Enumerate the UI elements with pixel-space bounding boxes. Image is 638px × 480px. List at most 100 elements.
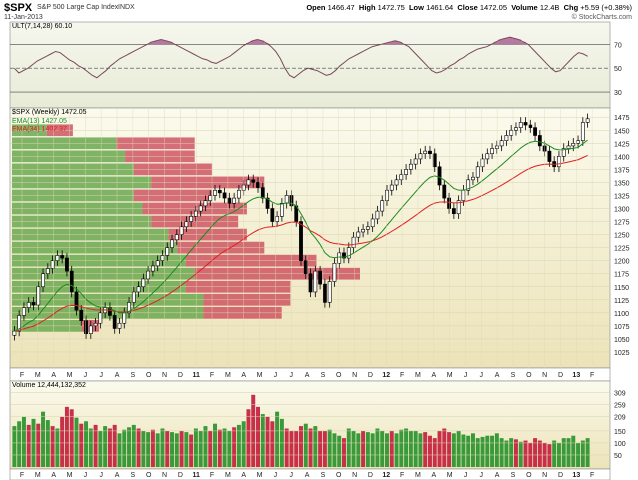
x-tick-label: J [274, 372, 278, 379]
volume-bar [222, 428, 227, 467]
x-tick-label: S [131, 372, 136, 379]
candle-body [322, 283, 327, 303]
x-tick-label: F [590, 372, 594, 379]
candle-body [394, 179, 399, 186]
open-label: Open [306, 3, 326, 12]
volume-bar [146, 432, 151, 467]
x-tick-label-bottom: M [225, 472, 231, 479]
candle-body [227, 197, 232, 204]
candle-body [547, 150, 552, 162]
x-tick-label: O [336, 372, 342, 379]
x-tick-label-bottom: A [115, 472, 120, 479]
candle-body [26, 302, 31, 308]
candle-body [437, 166, 442, 186]
candle-body [418, 153, 423, 160]
x-tick-label: O [526, 372, 532, 379]
candle-body [332, 262, 337, 282]
volume-bar [17, 421, 22, 467]
volume-bar [533, 438, 538, 467]
candle-body [528, 124, 533, 128]
candle-body [303, 260, 308, 275]
volume-bar [69, 409, 74, 467]
candle-body [571, 142, 576, 147]
volume-bar [155, 433, 160, 467]
candle-body [361, 229, 365, 233]
candle-body [217, 189, 222, 194]
volume-bar [375, 428, 380, 467]
x-tick-label-bottom: O [336, 472, 342, 479]
candle-body [451, 208, 456, 215]
volume-bar [518, 441, 523, 467]
volume-bar [160, 428, 165, 467]
volume-bar [217, 429, 222, 467]
volume-value: 12.4B [539, 3, 560, 12]
candle-body [576, 140, 580, 144]
volume-bar [45, 420, 50, 467]
x-tick-label-bottom: N [542, 472, 547, 479]
x-tick-label-bottom: M [415, 472, 421, 479]
x-tick-label: N [162, 372, 167, 379]
candle-body [561, 148, 566, 157]
x-tick-label: N [352, 372, 357, 379]
x-tick-label-bottom: M [447, 472, 453, 479]
x-tick-label-bottom: J [274, 472, 278, 479]
x-tick-label-bottom: D [368, 472, 373, 479]
volume-bar [64, 406, 69, 467]
candle-body [84, 320, 88, 335]
volume-bar [265, 416, 270, 467]
candle-body [279, 202, 284, 217]
volume-bar [12, 426, 17, 467]
candle-body [389, 184, 394, 191]
volume-bar [547, 444, 552, 467]
volume-bar [256, 406, 260, 467]
volume-bar [356, 433, 361, 467]
candle-body [399, 174, 404, 181]
candle-body [36, 286, 41, 306]
candle-body [222, 192, 227, 199]
volume-bar [236, 424, 241, 467]
x-tick-label-bottom: F [210, 472, 214, 479]
volume-bar [198, 430, 203, 467]
volume-bar [513, 439, 518, 467]
volume-bar [408, 430, 413, 467]
candle-body [523, 122, 528, 126]
candle-body [432, 153, 437, 168]
volume-title: Volume 12,444,132,352 [12, 382, 86, 389]
volume-bar [50, 426, 55, 467]
candle-body [313, 270, 318, 293]
candle-body [509, 129, 514, 136]
x-tick-label-bottom: J [464, 472, 468, 479]
candle-body [485, 153, 490, 160]
price-tick-label-1300: 1300 [614, 207, 630, 214]
candle-body [356, 231, 361, 238]
volume-bar [437, 430, 442, 467]
candle-body [318, 270, 323, 285]
candle-body [351, 236, 356, 248]
candle-body [146, 270, 151, 280]
high-value: 1472.75 [377, 3, 405, 12]
candle-body [232, 197, 237, 204]
candle-body [136, 286, 141, 293]
candle-body [151, 265, 155, 272]
volume-bar [284, 428, 289, 467]
candle-body [404, 169, 408, 175]
volume-bar [361, 430, 366, 467]
x-tick-label-bottom: O [146, 472, 152, 479]
candle-body [65, 257, 69, 272]
x-tick-label-bottom: F [20, 472, 24, 479]
volume-bar [41, 411, 46, 467]
volume-bar [461, 434, 466, 467]
volume-bar [413, 430, 418, 467]
candle-body [557, 156, 561, 168]
x-tick-label-bottom: S [321, 472, 326, 479]
candle-body [308, 273, 313, 293]
candle-body [122, 312, 127, 324]
x-tick-label-bottom: D [558, 472, 563, 479]
x-tick-label: M [35, 372, 41, 379]
volume-bar [36, 423, 41, 467]
candle-body [342, 252, 346, 259]
volume-bar [552, 440, 557, 467]
volume-bar [122, 429, 127, 467]
candle-body [117, 322, 122, 329]
candle-body [518, 122, 523, 128]
